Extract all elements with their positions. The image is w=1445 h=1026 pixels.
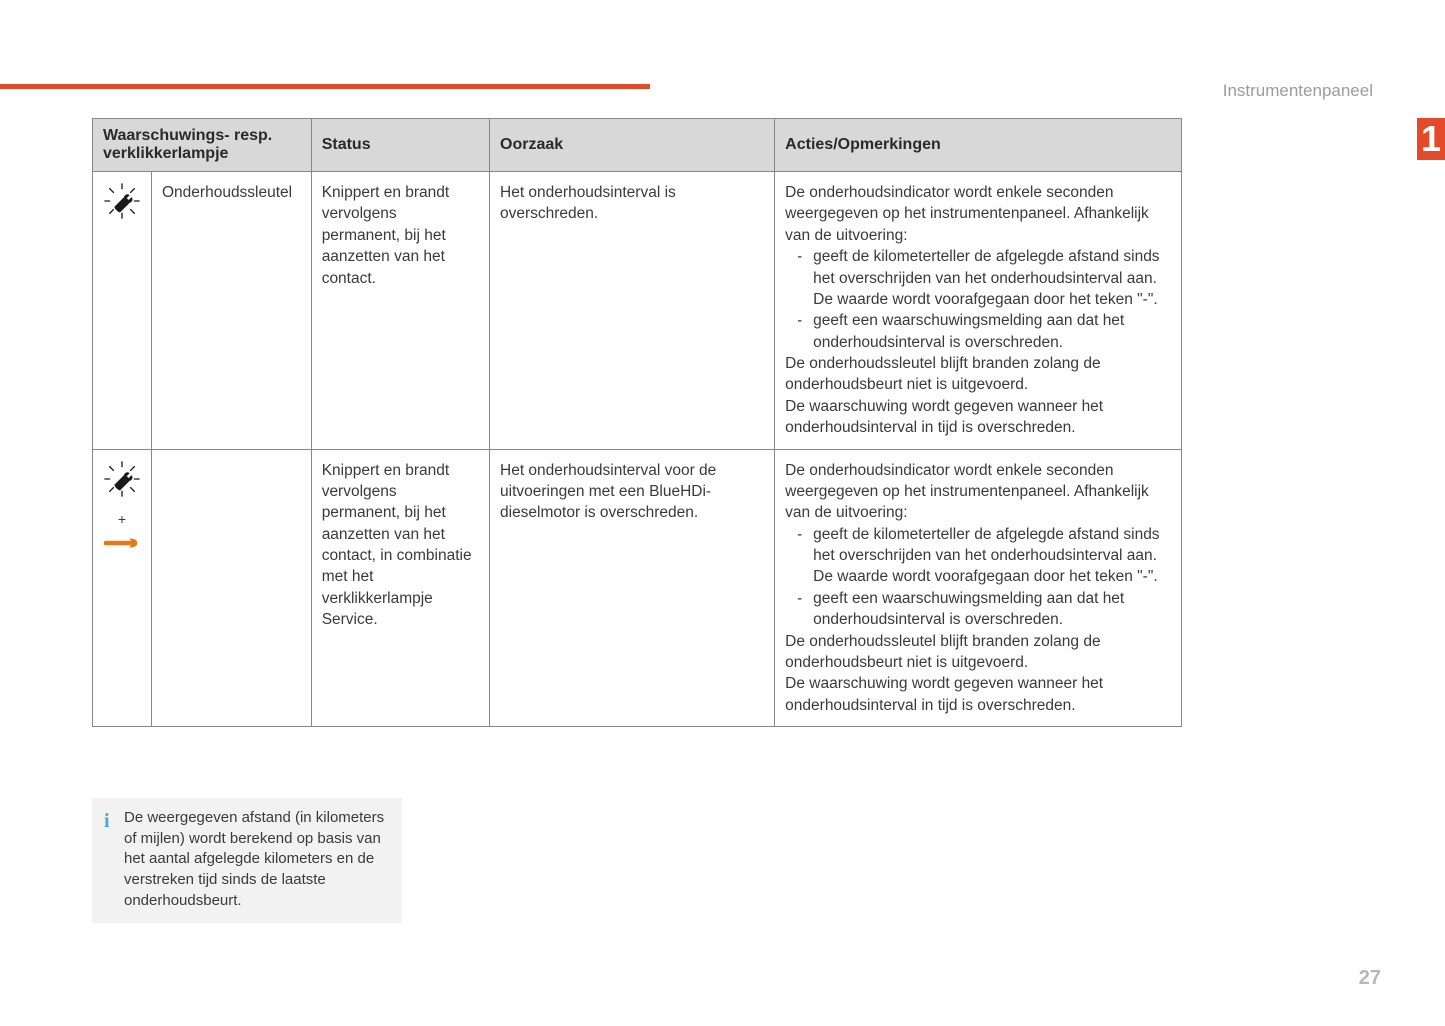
header-lamp: Waarschuwings- resp. verklikkerlampje	[93, 119, 312, 172]
page-number: 27	[1359, 967, 1381, 990]
chapter-tab: 1	[1417, 118, 1445, 160]
bullet-item: geeft de kilometerteller de afgelegde af…	[785, 524, 1171, 588]
header-status: Status	[311, 119, 489, 172]
actions-outro: De onderhoudssleutel blijft branden zola…	[785, 353, 1171, 396]
cause-cell: Het onderhoudsinterval is overschreden.	[490, 172, 775, 450]
status-cell: Knippert en brandt vervolgens permanent,…	[311, 449, 489, 727]
wrench-sparkle-icon	[103, 207, 141, 224]
status-cell: Knippert en brandt vervolgens permanent,…	[311, 172, 489, 450]
bullet-item: geeft de kilometerteller de afgelegde af…	[785, 246, 1171, 310]
actions-cell: De onderhoudsindicator wordt enkele seco…	[775, 449, 1182, 727]
actions-outro: De waarschuwing wordt gegeven wanneer he…	[785, 673, 1171, 716]
service-wrench-icon	[104, 535, 140, 557]
info-icon: i	[104, 808, 114, 836]
lamp-name: Onderhoudssleutel	[152, 172, 312, 450]
lamp-icon-cell: +	[93, 449, 152, 727]
lamp-name	[152, 449, 312, 727]
actions-intro: De onderhoudsindicator wordt enkele seco…	[785, 182, 1171, 246]
actions-bullets: geeft de kilometerteller de afgelegde af…	[785, 246, 1171, 353]
table-row: + Knippert en brandt vervolgens permanen…	[93, 449, 1182, 727]
actions-outro: De waarschuwing wordt gegeven wanneer he…	[785, 396, 1171, 439]
actions-cell: De onderhoudsindicator wordt enkele seco…	[775, 172, 1182, 450]
header-cause: Oorzaak	[490, 119, 775, 172]
bullet-item: geeft een waarschuwingsmelding aan dat h…	[785, 588, 1171, 631]
actions-outro: De onderhoudssleutel blijft branden zola…	[785, 631, 1171, 674]
table-row: Onderhoudssleutel Knippert en brandt ver…	[93, 172, 1182, 450]
accent-top-bar	[0, 84, 650, 89]
actions-intro: De onderhoudsindicator wordt enkele seco…	[785, 460, 1171, 524]
bullet-item: geeft een waarschuwingsmelding aan dat h…	[785, 310, 1171, 353]
actions-bullets: geeft de kilometerteller de afgelegde af…	[785, 524, 1171, 631]
cause-cell: Het onderhoudsinterval voor de uitvoerin…	[490, 449, 775, 727]
wrench-sparkle-icon	[103, 460, 141, 504]
plus-icon: +	[118, 510, 126, 529]
warning-lamp-table: Waarschuwings- resp. verklikkerlampje St…	[92, 118, 1182, 727]
info-note-text: De weergegeven afstand (in kilometers of…	[124, 809, 384, 909]
info-note-box: i De weergegeven afstand (in kilometers …	[92, 798, 402, 923]
table-header-row: Waarschuwings- resp. verklikkerlampje St…	[93, 119, 1182, 172]
lamp-icon-cell	[93, 172, 152, 450]
section-title: Instrumentenpaneel	[1223, 81, 1373, 101]
header-actions: Acties/Opmerkingen	[775, 119, 1182, 172]
